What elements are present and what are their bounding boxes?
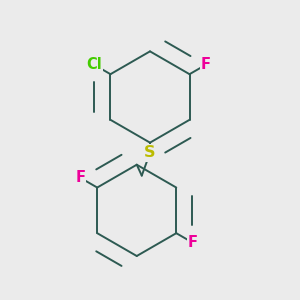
Text: F: F bbox=[188, 235, 198, 250]
Text: Cl: Cl bbox=[86, 57, 102, 72]
Text: F: F bbox=[76, 170, 86, 185]
Text: F: F bbox=[201, 57, 211, 72]
Text: S: S bbox=[144, 146, 156, 160]
